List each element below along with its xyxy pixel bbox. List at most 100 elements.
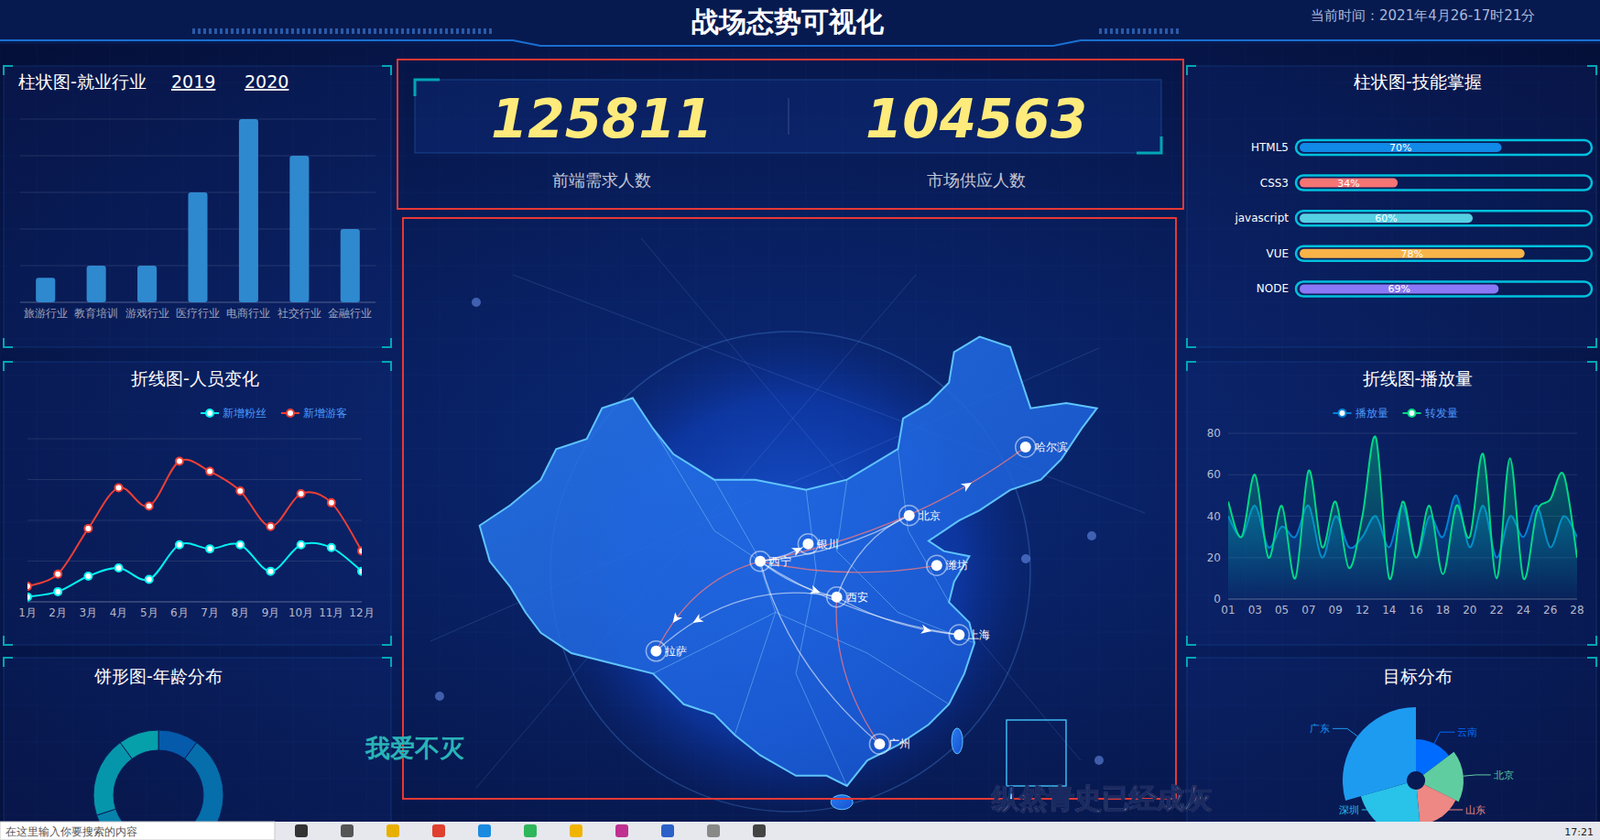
point: [145, 501, 153, 510]
chart-title: 目标分布: [1382, 665, 1453, 686]
taskbar-icon[interactable]: [615, 824, 629, 838]
counter-label: 市场供应人数: [926, 170, 1026, 190]
point: [54, 570, 62, 578]
city-ring: [827, 587, 848, 608]
series-line: [27, 459, 362, 587]
grid-line: [27, 601, 362, 603]
slice-label: 山东: [1465, 804, 1486, 817]
taskbar-icon[interactable]: [432, 824, 446, 838]
slice-label: 云南: [1457, 726, 1478, 739]
x-tick-label: 18: [1436, 603, 1450, 617]
x-tick-label: 14: [1382, 603, 1396, 617]
category-label: javascript: [1233, 211, 1289, 225]
city-ring: [869, 733, 890, 754]
panel-frame: [1186, 361, 1597, 645]
header-line: [0, 40, 1600, 46]
point: [327, 499, 336, 507]
x-tick-label: 3月: [79, 606, 98, 620]
plane-icon: [960, 478, 975, 492]
taskbar-icon[interactable]: [523, 824, 537, 838]
point: [115, 483, 123, 491]
city-label: 广州: [888, 737, 911, 751]
data-label: 70%: [1389, 141, 1412, 154]
taskbar-icon[interactable]: [752, 824, 766, 838]
x-tick-label: 22: [1489, 603, 1503, 617]
panel-corner: [1186, 361, 1597, 645]
panel: [3, 65, 392, 348]
province-line: [837, 479, 975, 643]
panel: [1186, 361, 1597, 645]
rose-slice: [1342, 707, 1416, 801]
city-dot: [931, 559, 943, 571]
hainan: [830, 794, 853, 810]
x-tick-label: 20: [1462, 603, 1477, 617]
legend-label: 转发量: [1425, 406, 1459, 420]
city-label: 银川: [816, 537, 839, 551]
city-dot: [953, 629, 965, 641]
legend-item: 新增游客: [281, 406, 348, 420]
bg-line: [0, 45, 1, 840]
year-tab[interactable]: 2020: [244, 71, 289, 92]
chart-title: 折线图-人员变化: [130, 368, 260, 389]
bar: [137, 265, 157, 303]
point: [175, 457, 184, 465]
leader-line: [1463, 774, 1492, 776]
point: [297, 541, 305, 549]
grid-line: [27, 478, 362, 480]
year-tab[interactable]: 2019: [171, 71, 216, 92]
point: [358, 546, 362, 555]
taskbar-bg: [0, 821, 1600, 840]
bg-line: [1172, 45, 1174, 840]
taskbar: 在这里输入你要搜索的内容17:21: [0, 821, 1600, 840]
bar: [239, 119, 259, 303]
slice-label: 广东: [1309, 722, 1330, 735]
x-axis: [27, 601, 362, 603]
taskbar-icon[interactable]: [707, 824, 720, 838]
point: [145, 576, 153, 584]
search-box[interactable]: [0, 821, 275, 840]
taskbar-icon[interactable]: [386, 824, 400, 838]
x-tick-label: 07: [1301, 603, 1316, 617]
slice: [119, 729, 159, 759]
x-tick-label: 教育培训: [74, 306, 119, 320]
chart-title: 柱状图-技能掌握: [1353, 71, 1482, 92]
rose-slice: [1416, 783, 1456, 825]
taskbar-icon[interactable]: [569, 824, 583, 838]
plane-icon: [669, 611, 684, 626]
highlight-box: [402, 217, 1176, 799]
taskbar-icon[interactable]: [478, 824, 491, 838]
city-dot: [802, 538, 814, 550]
point: [266, 522, 274, 531]
track: [1295, 140, 1592, 155]
slice-label: 深圳: [1338, 804, 1360, 817]
x-tick-label: 12: [1355, 603, 1370, 617]
series-line: [1228, 435, 1578, 579]
track: [1295, 281, 1592, 296]
taiwan: [951, 728, 963, 754]
clock: 17:21: [1564, 826, 1594, 839]
data-label: 78%: [1401, 248, 1424, 261]
panel: [1186, 65, 1597, 348]
taskbar-icon[interactable]: [294, 824, 308, 838]
point: [54, 587, 62, 596]
background: [0, 0, 1600, 840]
x-tick-label: 4月: [109, 606, 129, 620]
category-label: CSS3: [1260, 176, 1289, 190]
taskbar-icon[interactable]: [340, 824, 354, 838]
city-ring: [750, 551, 771, 572]
china-outline: [479, 337, 1098, 786]
track: [1295, 246, 1592, 262]
data-label: 60%: [1374, 212, 1397, 225]
plane-icon: [920, 624, 933, 636]
point: [175, 541, 184, 549]
x-tick-label: 电商行业: [226, 306, 271, 320]
network-node: [435, 691, 445, 701]
leader-line: [1440, 809, 1463, 817]
grid-line: [27, 520, 362, 522]
y-tick-label: 20: [1207, 551, 1221, 565]
plane-icon: [690, 613, 705, 627]
point: [27, 593, 32, 601]
x-tick-label: 28: [1569, 603, 1584, 617]
taskbar-icon[interactable]: [661, 824, 675, 838]
province-line: [775, 611, 949, 704]
